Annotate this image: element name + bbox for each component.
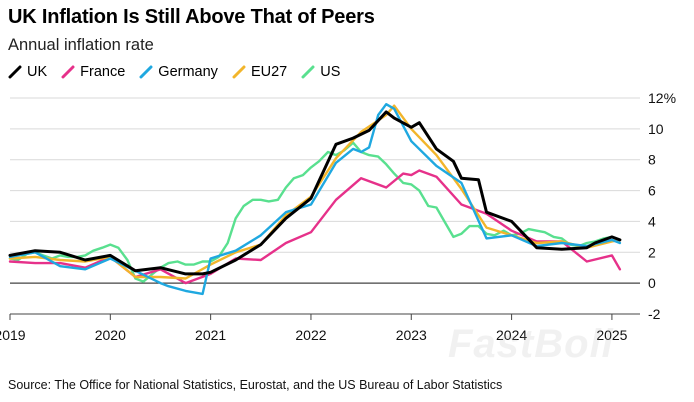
- legend-label-us: US: [320, 64, 341, 80]
- legend-swatch-eu27: [232, 65, 246, 79]
- legend-label-germany: Germany: [158, 64, 218, 80]
- y-tick-label: 10: [648, 121, 664, 137]
- legend-item-eu27: EU27: [232, 64, 287, 80]
- x-tick-label: 2022: [295, 327, 326, 343]
- watermark: FastBoll: [448, 322, 614, 366]
- y-tick-label: -2: [648, 306, 661, 322]
- legend-swatch-france: [61, 65, 75, 79]
- y-tick-label: 12%: [648, 90, 676, 106]
- x-axis: 2019 2020 2021 2022 2023 2024 2025: [0, 313, 640, 343]
- legend-swatch-uk: [8, 65, 22, 79]
- series-line-germany: [8, 102, 622, 296]
- legend-label-uk: UK: [27, 64, 48, 80]
- gridlines: [10, 97, 640, 315]
- chart-title: UK Inflation Is Still Above That of Peer…: [8, 6, 375, 28]
- series-line-uk: [8, 110, 622, 276]
- source-note: Source: The Office for National Statisti…: [8, 378, 503, 392]
- y-tick-label: 8: [648, 152, 656, 168]
- legend-swatch-germany: [139, 65, 153, 79]
- y-tick-label: 0: [648, 275, 656, 291]
- series-lines: [8, 102, 622, 296]
- y-tick-label: 6: [648, 183, 656, 199]
- x-tick-label: 2023: [396, 327, 427, 343]
- legend-item-france: France: [61, 64, 125, 80]
- x-tick-label: 2025: [596, 327, 627, 343]
- y-tick-label: 2: [648, 244, 656, 260]
- legend-item-germany: Germany: [139, 64, 218, 80]
- legend-label-france: France: [80, 64, 126, 80]
- y-tick-label: 4: [648, 213, 656, 229]
- x-tick-label: 2021: [195, 327, 226, 343]
- y-axis-tick-labels: 12% 10 8 6 4 2 0 -2: [648, 90, 676, 322]
- legend: UK France Germany EU27 US: [8, 64, 354, 80]
- legend-item-us: US: [301, 64, 340, 80]
- x-tick-label: 2019: [0, 327, 26, 343]
- x-tick-label: 2024: [496, 327, 527, 343]
- x-tick-label: 2020: [95, 327, 126, 343]
- chart-subtitle: Annual inflation rate: [8, 36, 154, 54]
- legend-label-eu27: EU27: [250, 64, 288, 80]
- legend-swatch-us: [301, 65, 315, 79]
- legend-item-uk: UK: [8, 64, 47, 80]
